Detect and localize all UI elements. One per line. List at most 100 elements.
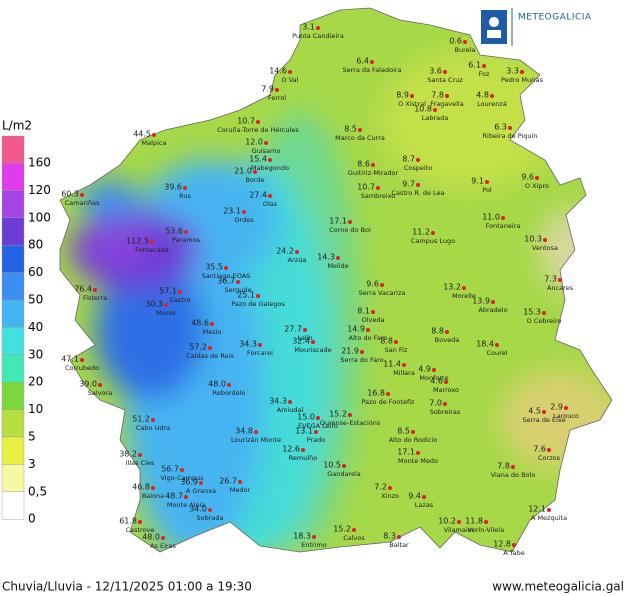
logo: METEOGALICIA xyxy=(481,8,591,46)
station-value: 3.3 xyxy=(506,67,519,76)
station-value: 112.5 xyxy=(126,237,149,246)
station-dot xyxy=(336,256,340,260)
legend-label: 50 xyxy=(28,293,43,307)
station-name: Paramos xyxy=(172,236,201,244)
station-dot xyxy=(210,322,214,326)
station-dot xyxy=(314,430,318,434)
station-value: 14.3 xyxy=(317,253,335,262)
station-name: Calvos xyxy=(343,534,365,542)
legend-label: 100 xyxy=(28,210,51,224)
station-dot xyxy=(208,508,212,512)
station-dot xyxy=(224,266,228,270)
station-name: Malpica xyxy=(142,139,167,147)
website: www.meteogalicia.gal xyxy=(492,580,624,594)
station-value: 32.4 xyxy=(292,337,310,346)
station-name: Burela xyxy=(455,46,476,54)
station-value: 4.8 xyxy=(476,91,489,100)
legend-label: 5 xyxy=(28,430,36,444)
legend-swatch xyxy=(1,135,25,164)
station-dot xyxy=(416,183,420,187)
legend-title: L/m2 xyxy=(2,119,32,133)
station-value: 15.0 xyxy=(297,413,315,422)
legend-label: 80 xyxy=(28,238,43,252)
legend-label: 20 xyxy=(28,375,43,389)
station-name: Cabo Udra xyxy=(136,424,170,432)
station-name: Illas Cíes xyxy=(126,459,155,467)
station-value: 57.1 xyxy=(159,287,177,296)
station-name: Ancares xyxy=(547,284,574,292)
station-name: Ordes xyxy=(234,216,254,224)
station-value: 7.9 xyxy=(261,85,274,94)
station-value: 6.4 xyxy=(356,57,369,66)
station-name: Coruña-Torre de Hércules xyxy=(217,126,299,134)
legend-label: 3 xyxy=(28,457,36,471)
station-name: Serra da Faladoira xyxy=(342,66,401,74)
station-value: 13.2 xyxy=(443,283,461,292)
station-value: 17.1 xyxy=(329,217,347,226)
station-value: 7.8 xyxy=(497,462,510,471)
station-name: Guísamo xyxy=(252,147,281,155)
station-value: 53.6 xyxy=(165,227,183,236)
station-name: Mouriscade xyxy=(294,346,331,354)
station-name: Salvora xyxy=(88,389,112,397)
station-name: Marroxo xyxy=(433,386,459,394)
station-name: Pol xyxy=(482,186,492,194)
station-value: 11.4 xyxy=(383,360,401,369)
station-dot xyxy=(138,520,142,524)
station-value: 9.4 xyxy=(408,492,421,501)
station-dot xyxy=(431,231,435,235)
station-dot xyxy=(358,128,362,132)
station-name: Lalín xyxy=(297,334,312,342)
station-dot xyxy=(295,250,299,254)
station-value: 39.6 xyxy=(164,183,182,192)
station-value: 21.0 xyxy=(234,167,252,176)
legend-swatch xyxy=(1,491,25,520)
station-name: Borde xyxy=(245,176,264,184)
station-name: Cospeito xyxy=(404,164,432,172)
station-value: 8.1 xyxy=(357,307,370,316)
station-name: A Granxa xyxy=(186,487,216,495)
station-value: 26.7 xyxy=(219,477,237,486)
station-name: Caldas de Reis xyxy=(186,352,234,360)
station-value: 0.6 xyxy=(449,37,462,46)
station-name: Ourense-Estacións xyxy=(320,419,381,427)
station-dot xyxy=(288,400,292,404)
station-dot xyxy=(386,392,390,396)
station-value: 8.8 xyxy=(431,327,444,336)
station-name: Gandarela xyxy=(327,470,361,478)
station-dot xyxy=(264,141,268,145)
station-name: Baltar xyxy=(389,541,409,549)
station-dot xyxy=(352,528,356,532)
station-dot xyxy=(433,108,437,112)
station-dot xyxy=(164,303,168,307)
legend-label: 10 xyxy=(28,402,43,416)
station-dot xyxy=(180,468,184,472)
station-dot xyxy=(98,383,102,387)
station-name: Ribeira de Piquín xyxy=(483,132,538,140)
station-dot xyxy=(512,543,516,547)
station-value: 39.0 xyxy=(79,380,97,389)
legend-swatch xyxy=(1,409,25,438)
station-dot xyxy=(208,346,212,350)
station-value: 30.3 xyxy=(145,300,163,309)
station-name: Lazas xyxy=(415,501,434,509)
station-name: Courel xyxy=(487,349,508,357)
station-name: Ferrol xyxy=(268,94,286,102)
station-name: Mesio xyxy=(203,328,222,336)
station-value: 21.9 xyxy=(341,347,359,356)
station-dot xyxy=(371,163,375,167)
station-name: Boveda xyxy=(435,336,459,344)
station-value: 18.4 xyxy=(476,340,494,349)
station-value: 8.7 xyxy=(402,155,415,164)
station-dot xyxy=(268,158,272,162)
station-name: O Cebreiro xyxy=(527,317,562,325)
station-name: Camariñas xyxy=(65,199,100,207)
station-name: Remuíño xyxy=(289,454,318,462)
legend-swatch xyxy=(1,464,25,492)
station-dot xyxy=(199,481,203,485)
station-value: 15.2 xyxy=(329,410,347,419)
station-dot xyxy=(380,283,384,287)
station-name: Rus xyxy=(179,192,191,200)
